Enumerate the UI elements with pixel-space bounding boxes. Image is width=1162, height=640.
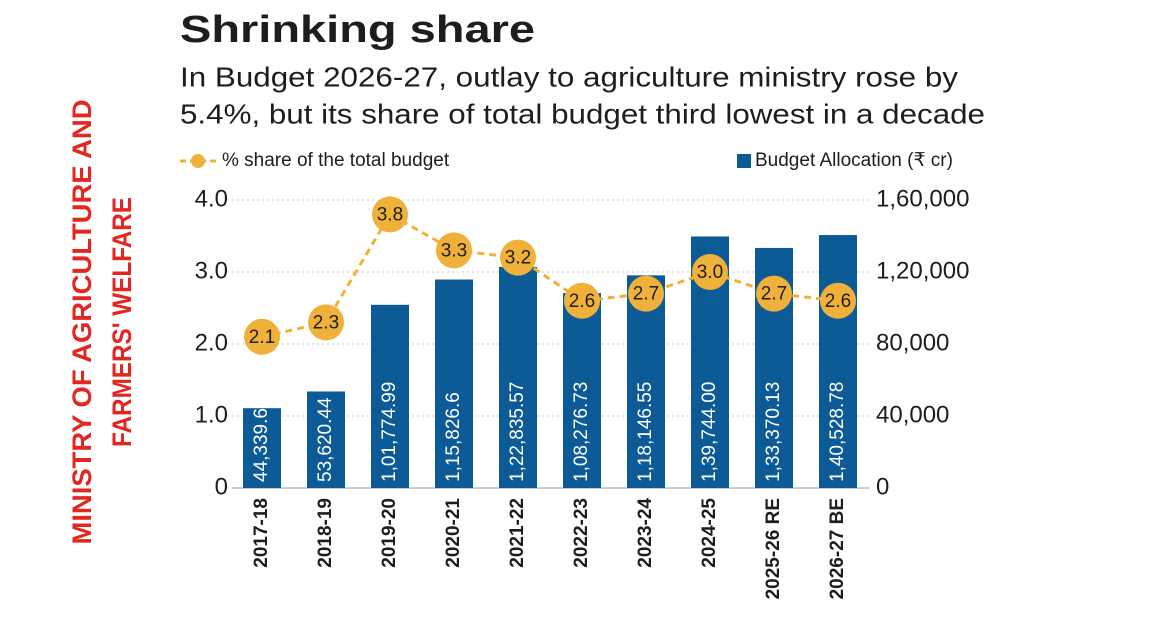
x-tick-label: 2023-24 xyxy=(635,498,656,568)
x-tick-label: 2022-23 xyxy=(571,498,592,568)
line-value-label: 2.6 xyxy=(569,291,595,312)
line-value-label: 3.3 xyxy=(441,240,467,261)
bar xyxy=(435,279,473,488)
x-tick-label: 2024-25 xyxy=(699,498,720,568)
bar-value-label: 44,339.64 xyxy=(251,397,272,482)
legend-swatch xyxy=(737,154,751,168)
x-tick-label: 2025-26 RE xyxy=(763,498,784,599)
legend-marker xyxy=(191,154,205,168)
x-tick-label: 2017-18 xyxy=(251,498,272,568)
x-tick-label: 2026-27 BE xyxy=(827,498,848,599)
y-tick-label: 3.0 xyxy=(195,257,228,284)
chart-subtitle: 5.4%, but its share of total budget thir… xyxy=(180,98,985,129)
line-value-label: 3.2 xyxy=(505,248,531,269)
x-tick-label: 2018-19 xyxy=(315,498,336,568)
bar xyxy=(563,293,601,488)
line-value-label: 2.3 xyxy=(313,312,339,333)
bar-value-label: 1,01,774.99 xyxy=(379,382,400,482)
y-tick-label: 2.0 xyxy=(195,329,228,356)
bar xyxy=(499,266,537,488)
line-marker xyxy=(756,275,792,312)
x-tick-label: 2019-20 xyxy=(379,498,400,568)
y-tick-label: 0 xyxy=(215,473,228,500)
line-marker xyxy=(372,196,408,233)
line-value-label: 2.7 xyxy=(633,284,659,305)
bar-value-label: 1,39,744.00 xyxy=(699,382,720,482)
bar-value-label: 1,22,835.57 xyxy=(507,382,528,482)
bar-value-label: 1,40,528.78 xyxy=(827,382,848,482)
line-marker xyxy=(692,254,728,290)
line-value-label: 3.0 xyxy=(697,262,723,283)
line-marker xyxy=(500,239,536,276)
line-marker xyxy=(244,318,280,355)
bar-value-label: 1,08,276.73 xyxy=(571,382,592,482)
side-title: FARMERS' WELFARE xyxy=(107,197,137,447)
line-value-label: 2.1 xyxy=(249,327,275,348)
side-title: MINISTRY OF AGRICULTURE AND xyxy=(67,99,97,544)
y2-tick-label: 1,20,000 xyxy=(876,257,969,284)
x-tick-label: 2020-21 xyxy=(443,498,464,568)
bar-value-label: 1,15,826.6 xyxy=(443,392,464,482)
line-marker xyxy=(820,282,856,319)
bar xyxy=(371,304,409,488)
line-marker xyxy=(308,304,344,341)
line-marker xyxy=(436,232,472,269)
y-tick-label: 4.0 xyxy=(195,185,228,212)
y2-tick-label: 40,000 xyxy=(876,401,949,428)
line xyxy=(261,212,839,339)
line-value-label: 2.7 xyxy=(761,284,787,305)
chart-subtitle: In Budget 2026-27, outlay to agriculture… xyxy=(180,61,958,92)
bar xyxy=(307,391,345,488)
bar-value-label: 1,33,370.13 xyxy=(763,382,784,482)
legend-label: % share of the total budget xyxy=(222,150,450,171)
y2-tick-label: 0 xyxy=(876,473,889,500)
line-value-label: 3.8 xyxy=(377,204,403,225)
y2-tick-label: 1,60,000 xyxy=(876,185,969,212)
legend-label: Budget Allocation (₹ cr) xyxy=(755,150,953,171)
bar-value-label: 1,18,146.55 xyxy=(635,382,656,482)
y-tick-label: 1.0 xyxy=(195,401,228,428)
y2-tick-label: 80,000 xyxy=(876,329,949,356)
line-marker xyxy=(628,275,664,312)
bar xyxy=(819,235,857,488)
bar-value-label: 53,620.44 xyxy=(315,397,336,482)
line-value-label: 2.6 xyxy=(825,291,851,312)
x-tick-label: 2021-22 xyxy=(507,498,528,568)
chart-title: Shrinking share xyxy=(180,9,535,51)
bar xyxy=(243,408,281,488)
line-marker xyxy=(564,282,600,319)
